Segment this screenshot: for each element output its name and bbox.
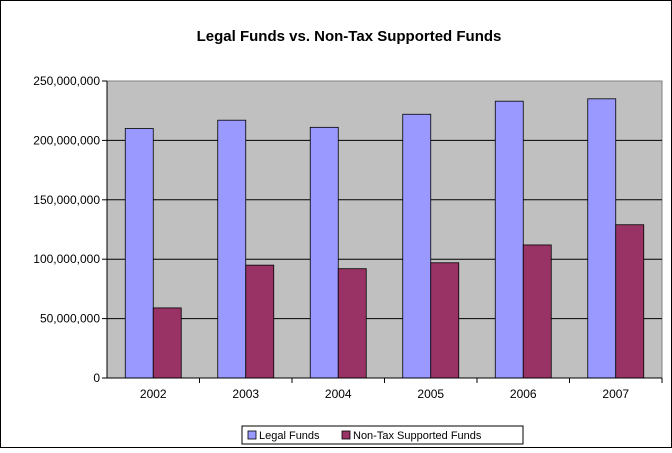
x-tick-label: 2007 [602,387,629,401]
bar-legal-funds-2007 [587,98,617,379]
y-axis-ticks: 0 50,000,000 100,000,000 150,000,000 200,000… [33,74,107,385]
x-tick-label: 2002 [140,387,167,401]
bar-non-tax-supported-funds-2004 [337,268,367,379]
y-tick-label: 150,000,000 [33,193,100,207]
bar-non-tax-supported-funds-2003 [245,264,275,379]
legend-label-legal-funds: Legal Funds [259,430,320,442]
x-axis-ticks: 2002 2003 2004 2005 2006 2007 [140,378,663,401]
chart-title: Legal Funds vs. Non-Tax Supported Funds [197,28,502,45]
bar-legal-funds-2004 [309,126,339,379]
legend-box [241,425,524,445]
bar-non-tax-supported-funds-2007 [615,224,645,379]
legend: Legal Funds Non-Tax Supported Funds [241,425,524,445]
legend-swatch-non-tax-supported-funds [341,430,351,440]
bar-non-tax-supported-funds-2005 [430,262,460,379]
bar-legal-funds-2005 [402,113,432,379]
bar-non-tax-supported-funds-2002 [152,307,182,379]
bar-non-tax-supported-funds-2006 [522,244,552,379]
y-tick-label: 200,000,000 [33,133,100,147]
bar-legal-funds-2006 [494,100,524,379]
x-tick-label: 2004 [325,387,352,401]
bar-legal-funds-2002 [124,128,154,379]
x-tick-label: 2003 [232,387,259,401]
y-tick-label: 50,000,000 [40,312,100,326]
y-tick-label: 250,000,000 [33,74,100,88]
plot-area [106,80,663,379]
bar-legal-funds-2003 [217,119,247,379]
gridlines [107,139,662,320]
legend-swatch-legal-funds [247,430,257,440]
x-tick-label: 2006 [510,387,537,401]
y-tick-label: 100,000,000 [33,252,100,266]
y-tick-label: 0 [93,371,100,385]
x-tick-label: 2005 [417,387,444,401]
legend-label-non-tax-supported-funds: Non-Tax Supported Funds [353,430,482,442]
